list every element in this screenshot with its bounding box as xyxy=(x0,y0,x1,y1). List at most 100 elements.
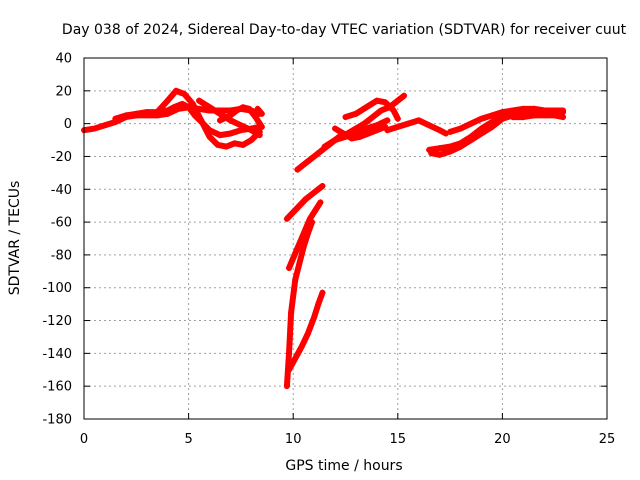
series-track-r xyxy=(447,105,567,135)
y-tick-label: -160 xyxy=(42,380,72,395)
data-point xyxy=(283,383,290,390)
data-point xyxy=(252,114,259,121)
data-point xyxy=(296,260,303,267)
data-point xyxy=(302,196,309,203)
data-point xyxy=(292,355,299,362)
data-point xyxy=(294,166,301,173)
data-point xyxy=(405,120,412,127)
data-point xyxy=(488,112,495,119)
data-point xyxy=(499,115,506,122)
data-point xyxy=(239,104,246,111)
tick-layer: 0 5 10 15 20 25 40 20 0 -20 -40 -60 -80 -100 -120 -140 -… xyxy=(42,52,615,448)
data-point xyxy=(112,115,119,122)
data-point xyxy=(457,125,464,132)
series-track-c xyxy=(154,87,263,150)
data-point xyxy=(468,137,475,144)
data-point xyxy=(216,110,223,117)
data-point xyxy=(185,104,192,111)
data-point xyxy=(143,109,150,116)
data-point xyxy=(286,350,293,357)
data-point xyxy=(352,128,359,135)
x-axis-title: GPS time / hours xyxy=(285,458,402,474)
y-tick-label: -20 xyxy=(51,150,72,165)
data-point xyxy=(298,343,305,350)
data-point xyxy=(499,109,506,116)
data-point xyxy=(478,130,485,137)
data-point xyxy=(283,215,290,222)
data-point xyxy=(436,127,443,134)
data-point xyxy=(363,104,370,111)
data-point xyxy=(541,112,548,119)
data-point xyxy=(292,276,299,283)
series-track-o xyxy=(384,117,449,137)
data-point xyxy=(91,125,98,132)
data-point xyxy=(378,107,385,114)
data-point xyxy=(258,123,265,130)
data-point xyxy=(288,309,295,316)
data-point xyxy=(248,127,255,134)
data-point xyxy=(415,117,422,124)
data-point xyxy=(302,160,309,167)
data-point xyxy=(352,110,359,117)
data-point xyxy=(384,117,391,124)
grid-layer xyxy=(84,58,607,419)
data-point xyxy=(227,117,234,124)
series-band xyxy=(154,87,263,150)
series-track-i xyxy=(283,219,316,390)
series-band xyxy=(283,219,316,390)
data-point xyxy=(315,186,322,193)
data-point xyxy=(447,148,454,155)
chart-title: Day 038 of 2024, Sidereal Day-to-day VTE… xyxy=(62,22,627,38)
data-point xyxy=(390,107,397,114)
data-point xyxy=(382,99,389,106)
data-point xyxy=(164,107,171,114)
series-track-f xyxy=(254,105,265,117)
data-point xyxy=(468,120,475,127)
data-point xyxy=(488,123,495,130)
series-track-n xyxy=(342,97,401,122)
y-tick-label: -100 xyxy=(42,281,72,296)
data-point xyxy=(258,110,265,117)
series-layer xyxy=(81,87,567,390)
data-point xyxy=(457,143,464,150)
data-point xyxy=(216,117,223,124)
data-point xyxy=(319,182,326,189)
data-point xyxy=(332,125,339,132)
data-point xyxy=(551,112,558,119)
data-point xyxy=(321,143,328,150)
data-point xyxy=(196,97,203,104)
data-point xyxy=(294,245,301,252)
data-point xyxy=(286,366,293,373)
data-point xyxy=(509,114,516,121)
data-point xyxy=(394,123,401,130)
data-point xyxy=(373,127,380,134)
data-point xyxy=(231,140,238,147)
data-point xyxy=(530,112,537,119)
y-tick-label: 20 xyxy=(55,84,72,99)
data-point xyxy=(154,109,161,116)
data-point xyxy=(254,105,261,112)
data-point xyxy=(216,132,223,139)
x-tick-label: 5 xyxy=(184,432,192,447)
data-point xyxy=(373,97,380,104)
data-point xyxy=(248,137,255,144)
x-tick-label: 20 xyxy=(494,432,511,447)
data-point xyxy=(304,230,311,237)
series-track-h xyxy=(286,199,324,272)
data-point xyxy=(436,151,443,158)
data-point xyxy=(342,114,349,121)
y-tick-label: -80 xyxy=(51,248,72,263)
data-point xyxy=(233,107,240,114)
data-point xyxy=(311,314,318,321)
data-point xyxy=(384,127,391,134)
data-point xyxy=(401,92,408,99)
data-point xyxy=(170,104,177,111)
data-point xyxy=(101,122,108,129)
data-point xyxy=(365,130,372,137)
data-point xyxy=(290,255,297,262)
data-point xyxy=(206,104,213,111)
data-point xyxy=(309,191,316,198)
x-tick-label: 25 xyxy=(599,432,616,447)
series-track-d xyxy=(216,104,265,130)
